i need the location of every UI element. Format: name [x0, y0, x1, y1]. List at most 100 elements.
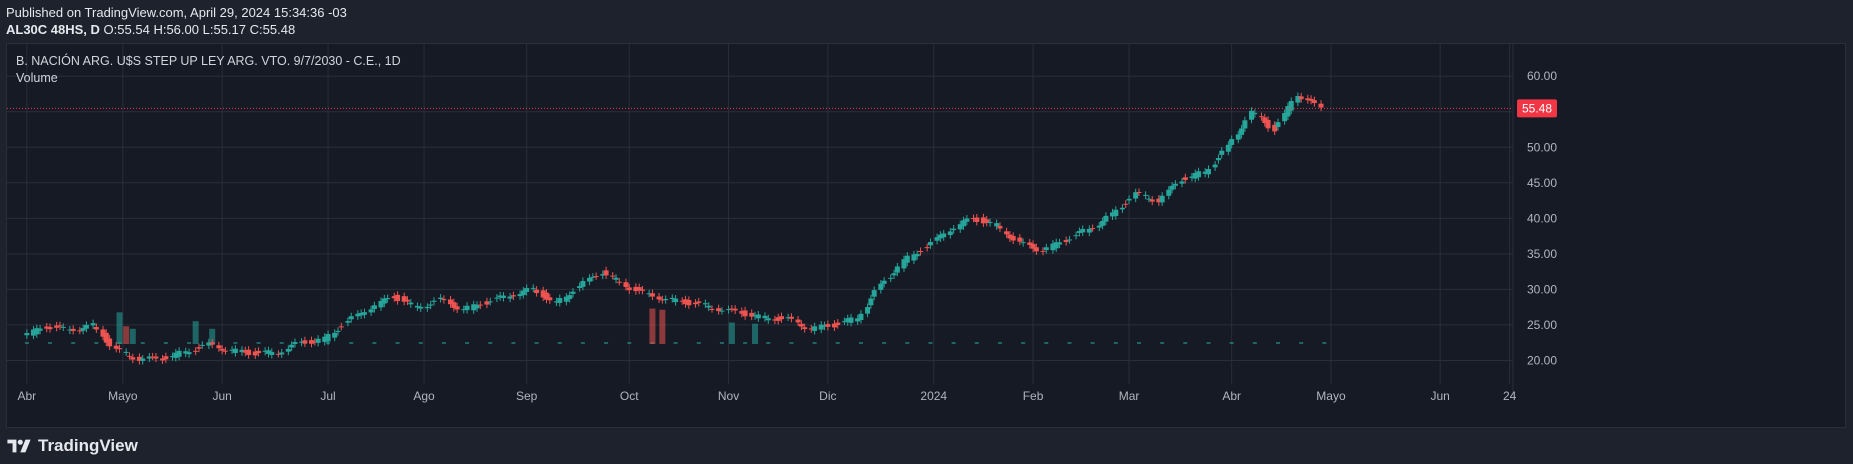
candle [772, 319, 778, 321]
candle [686, 299, 692, 306]
volume-bar [1229, 342, 1234, 344]
candle [947, 231, 953, 236]
candle [24, 333, 30, 336]
candle [500, 295, 506, 298]
candle [679, 300, 685, 302]
candle [600, 274, 606, 276]
candle [934, 237, 940, 241]
candle [1007, 234, 1013, 239]
candle [1143, 194, 1149, 196]
candle [1076, 231, 1082, 233]
candle [924, 247, 930, 249]
volume-bar [1322, 342, 1327, 344]
candle [312, 341, 318, 343]
x-tick-label: Mayo [108, 389, 138, 403]
volume-bar [187, 342, 192, 344]
candle [285, 348, 291, 352]
candle [30, 329, 36, 336]
candle [914, 253, 920, 257]
candle [477, 304, 483, 306]
volume-bar [123, 326, 130, 344]
candle [216, 345, 222, 349]
candle [1090, 228, 1096, 230]
candle [553, 301, 559, 303]
candle [802, 327, 808, 330]
candle [822, 325, 828, 327]
candle [169, 356, 175, 358]
volume-bar [140, 342, 145, 344]
volume-bar [766, 342, 771, 344]
candle [242, 350, 248, 353]
candle [1146, 198, 1152, 200]
x-tick-label: Jul [320, 389, 335, 403]
candle [464, 305, 470, 311]
candle [1020, 242, 1026, 244]
candle [702, 303, 708, 305]
candle [633, 286, 639, 292]
volume-bar [1275, 342, 1280, 344]
volume-bar [441, 342, 446, 344]
volume-label: Volume [16, 71, 58, 85]
candle [474, 304, 480, 309]
candle [199, 344, 205, 346]
price-chart[interactable]: 60.0055.0050.0045.0040.0035.0030.0025.00… [7, 44, 1845, 427]
candle [587, 277, 593, 282]
candle [835, 322, 841, 326]
published-caption: Published on TradingView.com, April 29, … [6, 5, 347, 20]
candle [1004, 231, 1010, 235]
candle [1033, 247, 1039, 252]
x-tick-label: Jun [1431, 389, 1450, 403]
volume-bar [696, 342, 701, 344]
volume-bar [835, 342, 840, 344]
candle [785, 317, 791, 319]
volume-bar [627, 342, 632, 344]
candle [831, 323, 837, 328]
series-title: B. NACIÓN ARG. U$S STEP UP LEY ARG. VTO.… [16, 54, 401, 68]
candle [37, 328, 43, 331]
candle [1192, 172, 1198, 179]
candle [361, 312, 367, 315]
candle [951, 228, 957, 231]
candle [461, 309, 467, 311]
candle [494, 297, 500, 299]
volume-bar [163, 342, 168, 344]
candle [848, 317, 854, 323]
candle [1262, 117, 1268, 124]
volume-bar [349, 342, 354, 344]
volume-bar [1113, 342, 1118, 344]
candle [1202, 171, 1208, 174]
candle [825, 324, 831, 327]
candle [206, 342, 212, 346]
chart-panel[interactable]: 60.0055.0050.0045.0040.0035.0030.0025.00… [6, 43, 1846, 428]
candle [289, 344, 295, 348]
candle [590, 276, 596, 278]
candle [557, 298, 563, 303]
candle [1066, 239, 1072, 241]
open-label: O: [103, 22, 118, 37]
candle [153, 356, 159, 359]
candle [302, 340, 308, 344]
candle [83, 324, 89, 329]
candle [163, 356, 169, 360]
candle [845, 318, 851, 323]
candle [265, 350, 271, 354]
candle [868, 298, 874, 306]
candle [1215, 158, 1221, 161]
volume-bar [511, 342, 516, 344]
candle [239, 349, 245, 353]
candle [636, 287, 642, 291]
candle [656, 296, 662, 300]
candle [1196, 171, 1202, 178]
candle [732, 308, 738, 311]
tradingview-logo-icon [7, 439, 31, 453]
candle [424, 306, 430, 309]
candle [775, 317, 781, 321]
volume-bar [1299, 342, 1304, 344]
candle [1103, 215, 1109, 222]
volume-bar [557, 342, 562, 344]
candle [1179, 181, 1185, 184]
candle [299, 341, 305, 343]
candle [544, 292, 550, 300]
volume-bar [659, 309, 666, 344]
candle [1086, 228, 1092, 233]
